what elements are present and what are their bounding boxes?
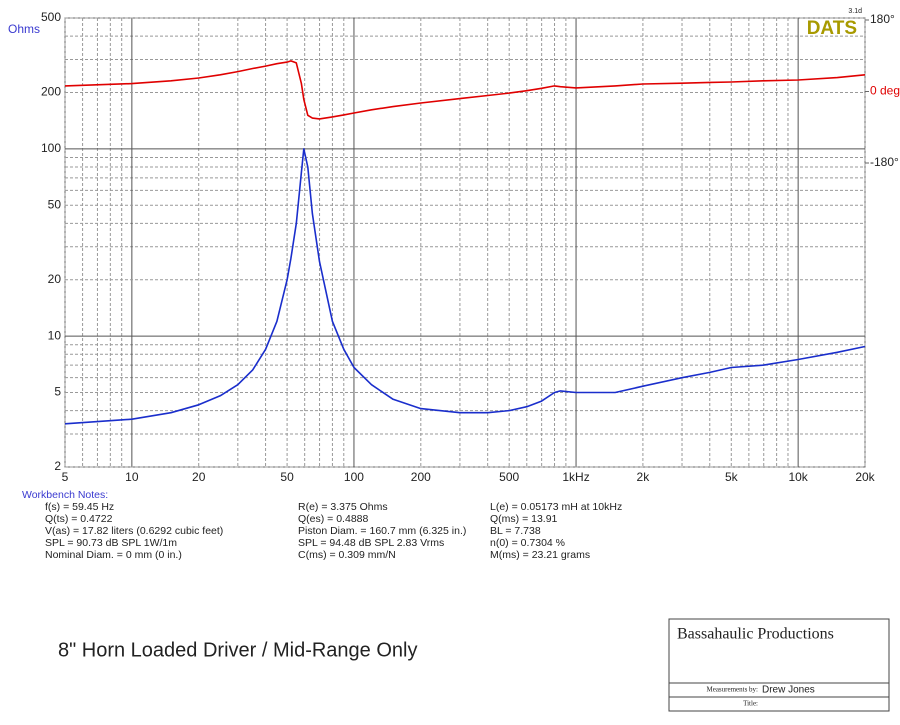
note-line: V(as) = 17.82 liters (0.6292 cubic feet) bbox=[45, 525, 223, 537]
impedance-line bbox=[64, 148, 866, 425]
x-tick-label: 200 bbox=[411, 470, 431, 484]
y-tick-label: 5 bbox=[54, 385, 61, 399]
y2-tick-label: 180° bbox=[870, 12, 895, 26]
phase-line bbox=[64, 60, 866, 120]
notes: Workbench Notes: f(s) = 59.45 HzQ(ts) = … bbox=[22, 489, 622, 561]
measured-label: Measurements by: bbox=[706, 686, 758, 694]
x-tick-label: 20 bbox=[192, 470, 206, 484]
note-line: Piston Diam. = 160.7 mm (6.325 in.) bbox=[298, 525, 466, 537]
y2-tick-label: 0 deg bbox=[870, 84, 900, 98]
note-line: SPL = 94.48 dB SPL 2.83 Vrms bbox=[298, 537, 444, 549]
y-tick-label: 100 bbox=[41, 141, 61, 155]
x-tick-label: 5k bbox=[725, 470, 739, 484]
note-line: BL = 7.738 bbox=[490, 525, 541, 537]
y-axis-label: Ohms bbox=[8, 22, 40, 36]
x-tick-label: 2k bbox=[637, 470, 651, 484]
note-line: Nominal Diam. = 0 mm (0 in.) bbox=[45, 549, 182, 561]
y2-tick-label: -180° bbox=[870, 155, 899, 169]
x-tick-label: 500 bbox=[499, 470, 519, 484]
x-tick-label: 5 bbox=[62, 470, 69, 484]
title-block bbox=[668, 618, 890, 712]
y-tick-label: 50 bbox=[48, 197, 62, 211]
y-tick-label: 2 bbox=[54, 459, 61, 473]
x-tick-label: 1kHz bbox=[562, 470, 589, 484]
grid bbox=[64, 17, 866, 468]
badge: DATS bbox=[807, 18, 857, 39]
note-line: R(e) = 3.375 Ohms bbox=[298, 501, 388, 513]
y-tick-label: 10 bbox=[48, 328, 62, 342]
x-tick-label: 10 bbox=[125, 470, 139, 484]
x-tick-label: 10k bbox=[788, 470, 808, 484]
note-line: f(s) = 59.45 Hz bbox=[45, 501, 114, 513]
y-tick-label: 20 bbox=[48, 272, 62, 286]
x-tick-label: 50 bbox=[280, 470, 294, 484]
y-tick-label: 200 bbox=[41, 85, 61, 99]
note-line: n(0) = 0.7304 % bbox=[490, 537, 565, 549]
measured-by: Drew Jones bbox=[762, 685, 815, 696]
y-tick-label: 500 bbox=[41, 10, 61, 24]
note-line: SPL = 90.73 dB SPL 1W/1m bbox=[45, 537, 177, 549]
note-line: C(ms) = 0.309 mm/N bbox=[298, 549, 396, 561]
note-line: Q(ts) = 0.4722 bbox=[45, 513, 113, 525]
title-label: Title: bbox=[743, 700, 758, 708]
x-tick-label: 100 bbox=[344, 470, 364, 484]
version: 3.1d bbox=[848, 8, 862, 15]
notes-title: Workbench Notes: bbox=[22, 489, 108, 501]
note-line: Q(es) = 0.4888 bbox=[298, 513, 368, 525]
x-tick-label: 20k bbox=[855, 470, 875, 484]
company: Bassahaulic Productions bbox=[677, 626, 834, 643]
plot-frame bbox=[64, 17, 866, 468]
note-line: L(e) = 0.05173 mH at 10kHz bbox=[490, 501, 622, 513]
note-line: Q(ms) = 13.91 bbox=[490, 513, 558, 525]
note-line: M(ms) = 23.21 grams bbox=[490, 549, 590, 561]
caption: 8" Horn Loaded Driver / Mid-Range Only bbox=[58, 639, 417, 661]
